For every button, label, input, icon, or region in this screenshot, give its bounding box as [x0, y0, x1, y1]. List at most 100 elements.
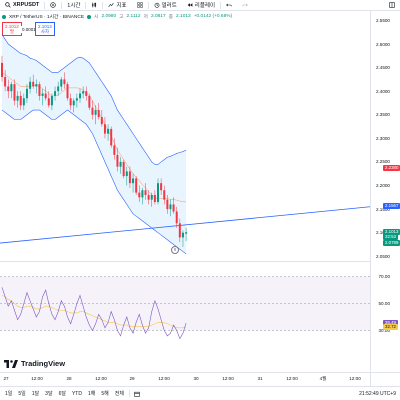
- date-range-button[interactable]: 1일: [5, 391, 13, 397]
- candle-body: [7, 86, 10, 92]
- undo-icon: [226, 3, 232, 7]
- price-tick-label: 2.4500: [375, 65, 390, 71]
- tradingview-logo-icon: [4, 359, 18, 368]
- date-range-button[interactable]: 전체: [114, 391, 124, 397]
- candle-body: [144, 190, 147, 195]
- layout-button[interactable]: [384, 0, 400, 10]
- candlestick-icon: [92, 2, 97, 8]
- candle-body: [113, 145, 116, 155]
- date-range-button[interactable]: 5해: [101, 391, 109, 397]
- sell-button[interactable]: 2.1012 팔: [2, 22, 22, 36]
- symbol-search-button[interactable]: XRPUSDT: [0, 0, 44, 10]
- candle-body: [10, 84, 13, 92]
- time-tick-label: 4월: [319, 376, 327, 381]
- rsi-axis-tag: 35.49: [383, 320, 398, 327]
- candle-body: [82, 91, 85, 94]
- candle-body: [22, 98, 25, 106]
- candle-body: [160, 183, 163, 191]
- time-tick-label: 30: [193, 376, 199, 381]
- buy-button[interactable]: 2.1013 사자: [35, 22, 55, 36]
- candle-body: [25, 88, 28, 99]
- interval-button[interactable]: 1시간: [62, 0, 85, 10]
- time-tick-label: 12:00: [31, 376, 43, 381]
- bottom-toolbar: 1일 5일 1달 3달 6달 YTD 1해 5해 전체 21:52:49 UTC+9: [0, 386, 400, 400]
- market-status-dot: [2, 14, 6, 19]
- price-axis-tag: 2.0789: [383, 239, 400, 246]
- close-value: 2.1013: [176, 14, 191, 19]
- templates-button[interactable]: [132, 0, 148, 10]
- candle-body: [141, 190, 144, 198]
- candle-body: [66, 84, 69, 99]
- candle-body: [72, 100, 75, 106]
- candle-body: [94, 110, 97, 115]
- alert-label: 얼러트: [161, 3, 177, 9]
- date-range-button[interactable]: 1해: [87, 391, 96, 397]
- low-label: 저: [143, 15, 148, 20]
- rsi-line: [1, 287, 187, 340]
- rewind-icon: [187, 3, 193, 7]
- candle-body: [4, 77, 7, 87]
- replay-button[interactable]: 리플레이: [182, 0, 220, 10]
- time-tick-label: 12:00: [349, 376, 361, 381]
- candle-body: [54, 91, 57, 96]
- candle-body: [157, 183, 159, 203]
- date-range-button[interactable]: 5일: [18, 391, 26, 397]
- date-range-button[interactable]: 3달: [45, 391, 53, 397]
- date-range-group: 1일 5일 1달 3달 6달 YTD 1해 5해 전체: [0, 390, 127, 398]
- candle-body: [138, 192, 141, 198]
- candle-body: [88, 95, 91, 108]
- undo-button[interactable]: [221, 0, 237, 10]
- date-range-button[interactable]: 1달: [31, 391, 40, 397]
- candle-body: [16, 95, 19, 101]
- goto-date-button[interactable]: [132, 388, 142, 399]
- candle-body: [103, 124, 106, 134]
- pane-divider[interactable]: [0, 261, 370, 262]
- price-tick-label: 2.1000: [376, 230, 390, 235]
- date-range-button[interactable]: 6달: [58, 391, 66, 397]
- candle-body: [29, 81, 32, 89]
- bollinger-upper-line: [1, 34, 187, 165]
- chart-legend: XRP / TetherUS · 1시간 · BINANCE 시 2.0980 고…: [2, 13, 232, 20]
- bollinger-lower-line: [1, 109, 187, 255]
- price-axis-tag: 2.1567: [383, 202, 400, 209]
- indicators-button[interactable]: 지표: [103, 0, 131, 10]
- candle-body: [13, 84, 16, 101]
- grid-icon: [136, 2, 143, 8]
- price-axis-tag: 32:53: [383, 234, 398, 241]
- chart-type-button[interactable]: [86, 0, 102, 10]
- toolbar-divider: [102, 1, 104, 9]
- time-tick-label: 12:00: [95, 376, 107, 381]
- rsi-tick-label: 30.00: [378, 328, 391, 333]
- candle-body: [32, 81, 35, 87]
- candle-body: [47, 98, 50, 106]
- live-dot: [87, 14, 92, 19]
- high-label: 고: [119, 15, 124, 20]
- candle-body: [110, 128, 113, 146]
- toolbar-divider: [85, 1, 87, 9]
- indicators-icon: [108, 3, 115, 7]
- open-label: 시: [94, 15, 99, 20]
- alert-button[interactable]: 얼러트: [149, 0, 182, 10]
- buy-label: 사자: [40, 29, 50, 34]
- candle-body: [132, 178, 135, 184]
- tradingview-logo[interactable]: TradingView: [4, 359, 65, 368]
- date-range-button[interactable]: YTD: [71, 390, 82, 397]
- price-tick-label: 2.5500: [375, 17, 390, 23]
- candle-body: [91, 107, 94, 115]
- price-tick-label: 2.2500: [375, 159, 390, 165]
- candle-body: [35, 84, 38, 87]
- candle-body: [85, 91, 88, 96]
- time-tick-label: 12:00: [286, 376, 298, 381]
- redo-button[interactable]: [237, 0, 253, 10]
- replay-marker[interactable]: 8: [171, 246, 179, 254]
- time-tick-label: 31: [257, 376, 263, 381]
- compare-button[interactable]: [45, 0, 61, 10]
- high-value: 2.1112: [126, 14, 141, 19]
- sell-price: 2.1012: [5, 24, 19, 29]
- trendline: [0, 206, 371, 244]
- candle-body: [169, 204, 172, 210]
- toolbar-divider: [147, 1, 149, 9]
- clock-readout[interactable]: 21:52:49 UTC+9: [359, 390, 396, 397]
- symbol-title[interactable]: XRP / TetherUS · 1시간 · BINANCE: [9, 15, 85, 20]
